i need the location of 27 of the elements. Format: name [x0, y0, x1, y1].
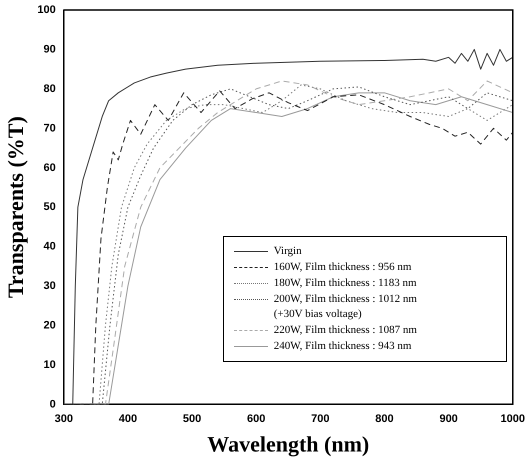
x-tick-label: 1000 [500, 413, 526, 426]
x-tick-label: 500 [182, 413, 202, 426]
legend-label: Virgin [274, 244, 302, 260]
legend-label: 180W, Film thickness : 1183 nm [274, 276, 417, 292]
y-axis-title: Transparents (%T) [2, 116, 28, 298]
x-tick-label: 900 [439, 413, 458, 426]
y-tick-label: 50 [44, 201, 56, 214]
y-tick-label: 30 [44, 280, 56, 292]
y-tick-label: 40 [44, 240, 56, 253]
legend-label: 220W, Film thickness : 1087 nm [274, 323, 417, 338]
y-tick-label: 60 [44, 162, 56, 174]
y-tick-label: 10 [44, 358, 56, 371]
y-tick-label: 70 [44, 122, 56, 134]
x-tick-label: 600 [247, 413, 266, 426]
y-tick-label: 80 [44, 82, 56, 95]
legend-label: 240W, Film thickness : 943 nm [274, 339, 412, 354]
x-axis-title: Wavelength (nm) [207, 431, 370, 456]
legend-label: 200W, Film thickness : 1012 nm (+30V bias voltage) [274, 292, 417, 322]
x-tick-label: 800 [375, 413, 394, 426]
y-tick-label: 20 [44, 320, 56, 332]
legend-label: 160W, Film thickness : 956 nm [274, 260, 412, 276]
y-tick-label: 100 [37, 4, 56, 16]
x-tick-label: 400 [118, 413, 138, 426]
x-tick-label: 700 [311, 413, 330, 426]
x-tick-label: 300 [54, 413, 73, 426]
y-tick-label: 0 [50, 398, 56, 410]
y-tick-label: 90 [44, 43, 56, 56]
